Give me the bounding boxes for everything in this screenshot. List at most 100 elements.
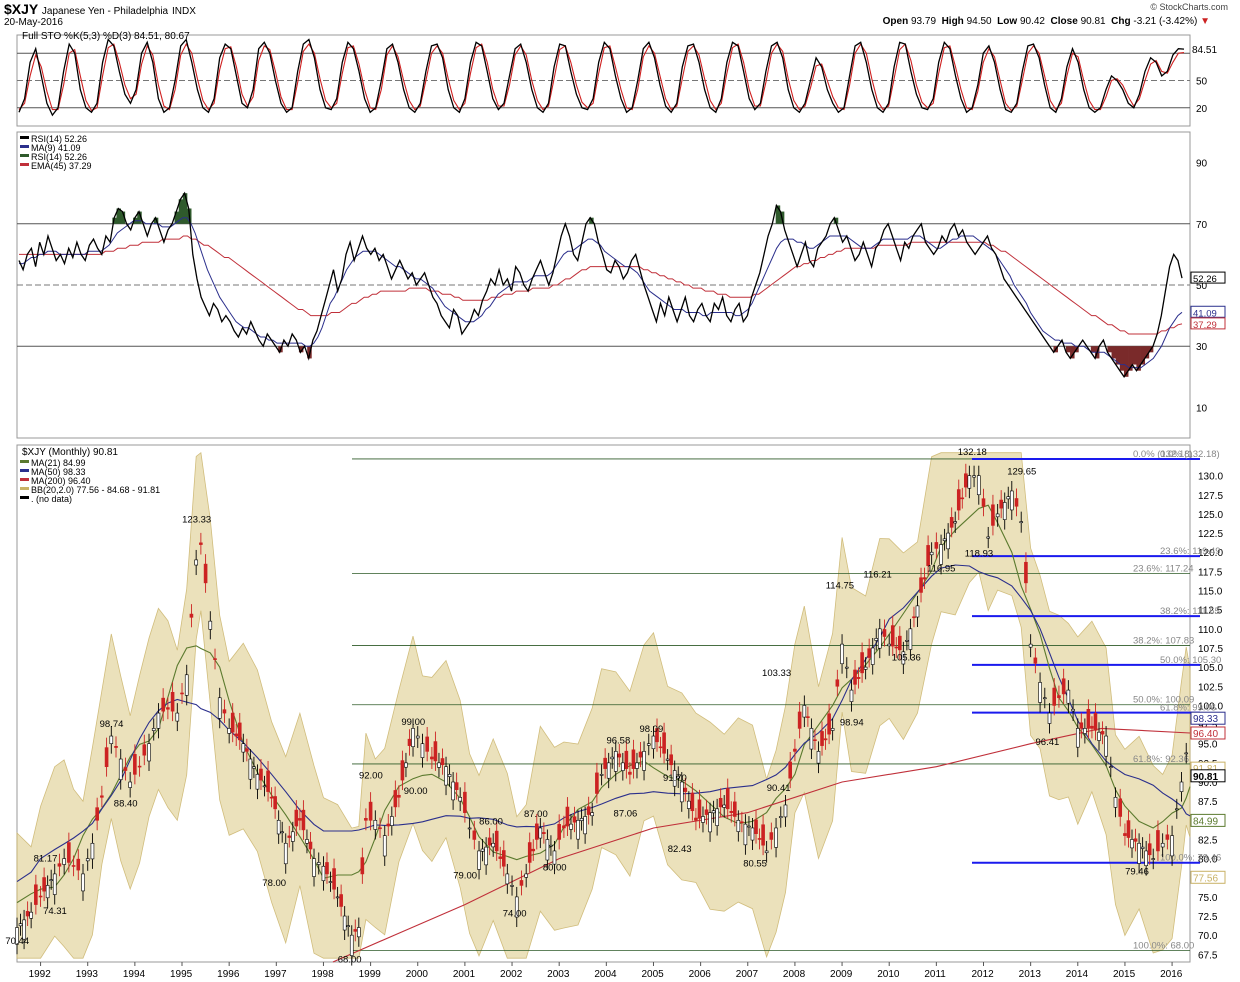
price-bar-body <box>447 774 452 777</box>
price-bar-body <box>484 846 488 866</box>
price-bar-body <box>908 628 913 650</box>
chg-value: -3.21 (-3.42%) <box>1133 16 1198 27</box>
price-bar-body <box>757 838 762 840</box>
price-bar-body <box>956 489 961 511</box>
price-bar-body <box>280 831 284 834</box>
x-tick-label: 2007 <box>736 969 759 980</box>
rsi-oversold-fill <box>1140 346 1146 365</box>
price-bar-body <box>676 775 681 779</box>
price-bar-body <box>1184 752 1189 755</box>
price-value-box <box>1190 726 1226 740</box>
symbol-name: Japanese Yen - Philadelphia <box>41 6 169 17</box>
x-tick-label: 2003 <box>547 969 570 980</box>
price-bar-body <box>715 808 719 826</box>
price-y-tick: 72.5 <box>1198 912 1218 923</box>
price-bar-body <box>687 800 691 809</box>
chart-title: $XJY Japanese Yen - Philadelphia INDX <box>4 1 196 17</box>
rsi-value-box <box>1190 317 1226 330</box>
price-extreme-label: 105.36 <box>892 652 921 663</box>
price-bar-body <box>38 895 43 898</box>
price-y-tick: 80.0 <box>1198 855 1218 866</box>
rsi-value-label: 37.29 <box>1193 320 1217 331</box>
price-bar-body <box>527 842 532 863</box>
chart-date: 20-May-2016 <box>4 17 63 28</box>
price-bar-body <box>697 799 702 819</box>
ohlc-readout: Open 93.79 High 94.50 Low 90.42 Close 90… <box>883 16 1210 27</box>
price-bar-body <box>853 669 857 685</box>
x-tick-label: 2010 <box>877 969 900 980</box>
price-bar-body <box>976 475 981 496</box>
price-bar-body <box>328 881 333 883</box>
price-y-tick: 67.5 <box>1198 950 1218 961</box>
price-bar-body <box>437 762 441 768</box>
blue-fib-label: 61.8%: 99.06 <box>1160 703 1216 714</box>
price-bar-body <box>393 790 398 808</box>
chart-header: $XJY Japanese Yen - Philadelphia INDX 20… <box>0 0 1240 30</box>
price-bar-body <box>1126 820 1131 838</box>
price-extreme-label: 98.94 <box>840 718 864 729</box>
price-y-tick: 117.5 <box>1198 567 1223 578</box>
price-bar-body <box>349 934 354 956</box>
x-tick-label: 2005 <box>641 969 664 980</box>
price-bar-body <box>683 787 688 792</box>
rsi-overbought-fill <box>174 211 180 224</box>
price-bar-body <box>404 762 408 768</box>
price-bar-body <box>672 770 677 787</box>
price-bar-body <box>1002 502 1007 520</box>
price-legend-item: MA(21) 84.99 <box>31 458 86 468</box>
price-bar-body <box>655 728 659 743</box>
price-bar-body <box>658 746 663 749</box>
rsi-legend-item: RSI(14) 52.26 <box>31 134 87 144</box>
price-bar-body <box>960 497 965 500</box>
price-bar-body <box>477 850 481 870</box>
price-bar-body <box>430 756 434 760</box>
x-tick-label: 2013 <box>1019 969 1042 980</box>
price-bar-body <box>635 762 639 769</box>
price-bar-body <box>104 747 109 767</box>
price-bar-body <box>949 517 954 528</box>
price-bar-body <box>133 754 137 775</box>
price-bar-body <box>1047 712 1052 724</box>
price-bar-body <box>217 697 222 719</box>
rsi-y-tick: 10 <box>1196 403 1208 414</box>
price-bar-body <box>305 839 309 844</box>
price-bar-body <box>867 648 871 658</box>
price-bar-body <box>894 646 899 649</box>
price-bar-body <box>189 613 194 618</box>
price-bar-body <box>1014 498 1019 507</box>
price-y-tick: 75.0 <box>1198 893 1218 904</box>
price-extreme-label: 129.65 <box>1007 466 1036 477</box>
price-bar-body <box>184 674 189 696</box>
rsi-legend-swatch <box>20 136 29 139</box>
price-bar-body <box>1156 830 1160 852</box>
price-bar-body <box>1130 839 1134 849</box>
price-bar-body <box>569 823 573 830</box>
price-bar-body <box>882 629 887 637</box>
price-extreme-label: 98.74 <box>100 719 124 730</box>
price-bar-body <box>505 873 510 885</box>
price-bar-body <box>549 844 553 847</box>
price-bar-body <box>981 498 986 507</box>
price-bar-body <box>1118 798 1123 817</box>
price-bar-body <box>208 620 213 630</box>
price-value-box <box>1190 870 1226 884</box>
price-bar-body <box>386 823 391 827</box>
price-extreme-label: 132.18 <box>958 447 987 458</box>
price-extreme-label: 79.00 <box>453 870 477 881</box>
price-bar-body <box>740 821 744 824</box>
price-bar-body <box>276 820 281 835</box>
price-bar-body <box>995 513 1000 518</box>
price-bar-body <box>628 771 632 775</box>
price-bar-body <box>308 841 313 850</box>
price-bar-body <box>613 751 618 772</box>
price-bar-body <box>694 817 698 821</box>
rsi-legend-swatch <box>20 145 29 148</box>
price-bar-body <box>364 818 368 821</box>
price-bar-body <box>729 810 734 813</box>
rsi-overbought-fill <box>116 208 122 224</box>
price-bar-body <box>18 923 23 927</box>
price-extreme-label: 74.00 <box>503 909 527 920</box>
price-bar-body <box>827 713 831 735</box>
price-bar-body <box>1104 735 1108 757</box>
price-bar-body <box>1033 657 1038 664</box>
